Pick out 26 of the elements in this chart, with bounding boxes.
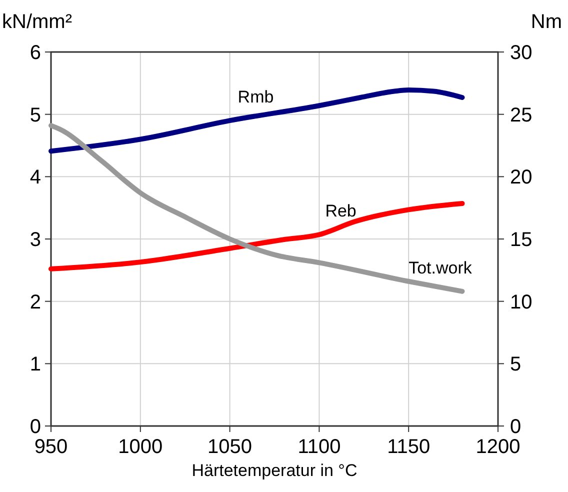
y-tick-label: 3 <box>30 229 41 251</box>
y2-tick-label: 25 <box>510 104 532 126</box>
y2-axis-title: Nm <box>530 11 562 33</box>
y2-tick-label: 5 <box>510 354 522 376</box>
y2-tick-label: 20 <box>510 166 532 189</box>
x-tick-label: 1000 <box>118 436 163 458</box>
x-tick-label: 1200 <box>476 436 520 458</box>
series-label: Tot.work <box>408 258 472 278</box>
y-tick-label: 6 <box>30 42 41 64</box>
series-label: Reb <box>325 202 356 221</box>
series-label: Rmb <box>238 88 274 107</box>
y-tick-label: 1 <box>30 354 41 376</box>
y-tick-label: 4 <box>30 166 41 189</box>
x-tick-label: 1050 <box>208 436 252 458</box>
y2-tick-label: 30 <box>510 42 532 64</box>
y2-tick-label: 10 <box>510 291 532 314</box>
y-tick-label: 0 <box>30 416 41 438</box>
y-tick-label: 5 <box>30 104 41 126</box>
y-axis-title: kN/mm² <box>2 11 72 33</box>
y2-tick-label: 0 <box>510 416 522 438</box>
x-tick-label: 1100 <box>298 436 341 458</box>
x-axis-title: Härtetemperatur in °C <box>192 461 358 480</box>
x-tick-label: 1150 <box>387 436 430 458</box>
y2-tick-label: 15 <box>510 229 532 251</box>
y-tick-label: 2 <box>30 291 41 314</box>
x-tick-label: 950 <box>34 436 68 458</box>
